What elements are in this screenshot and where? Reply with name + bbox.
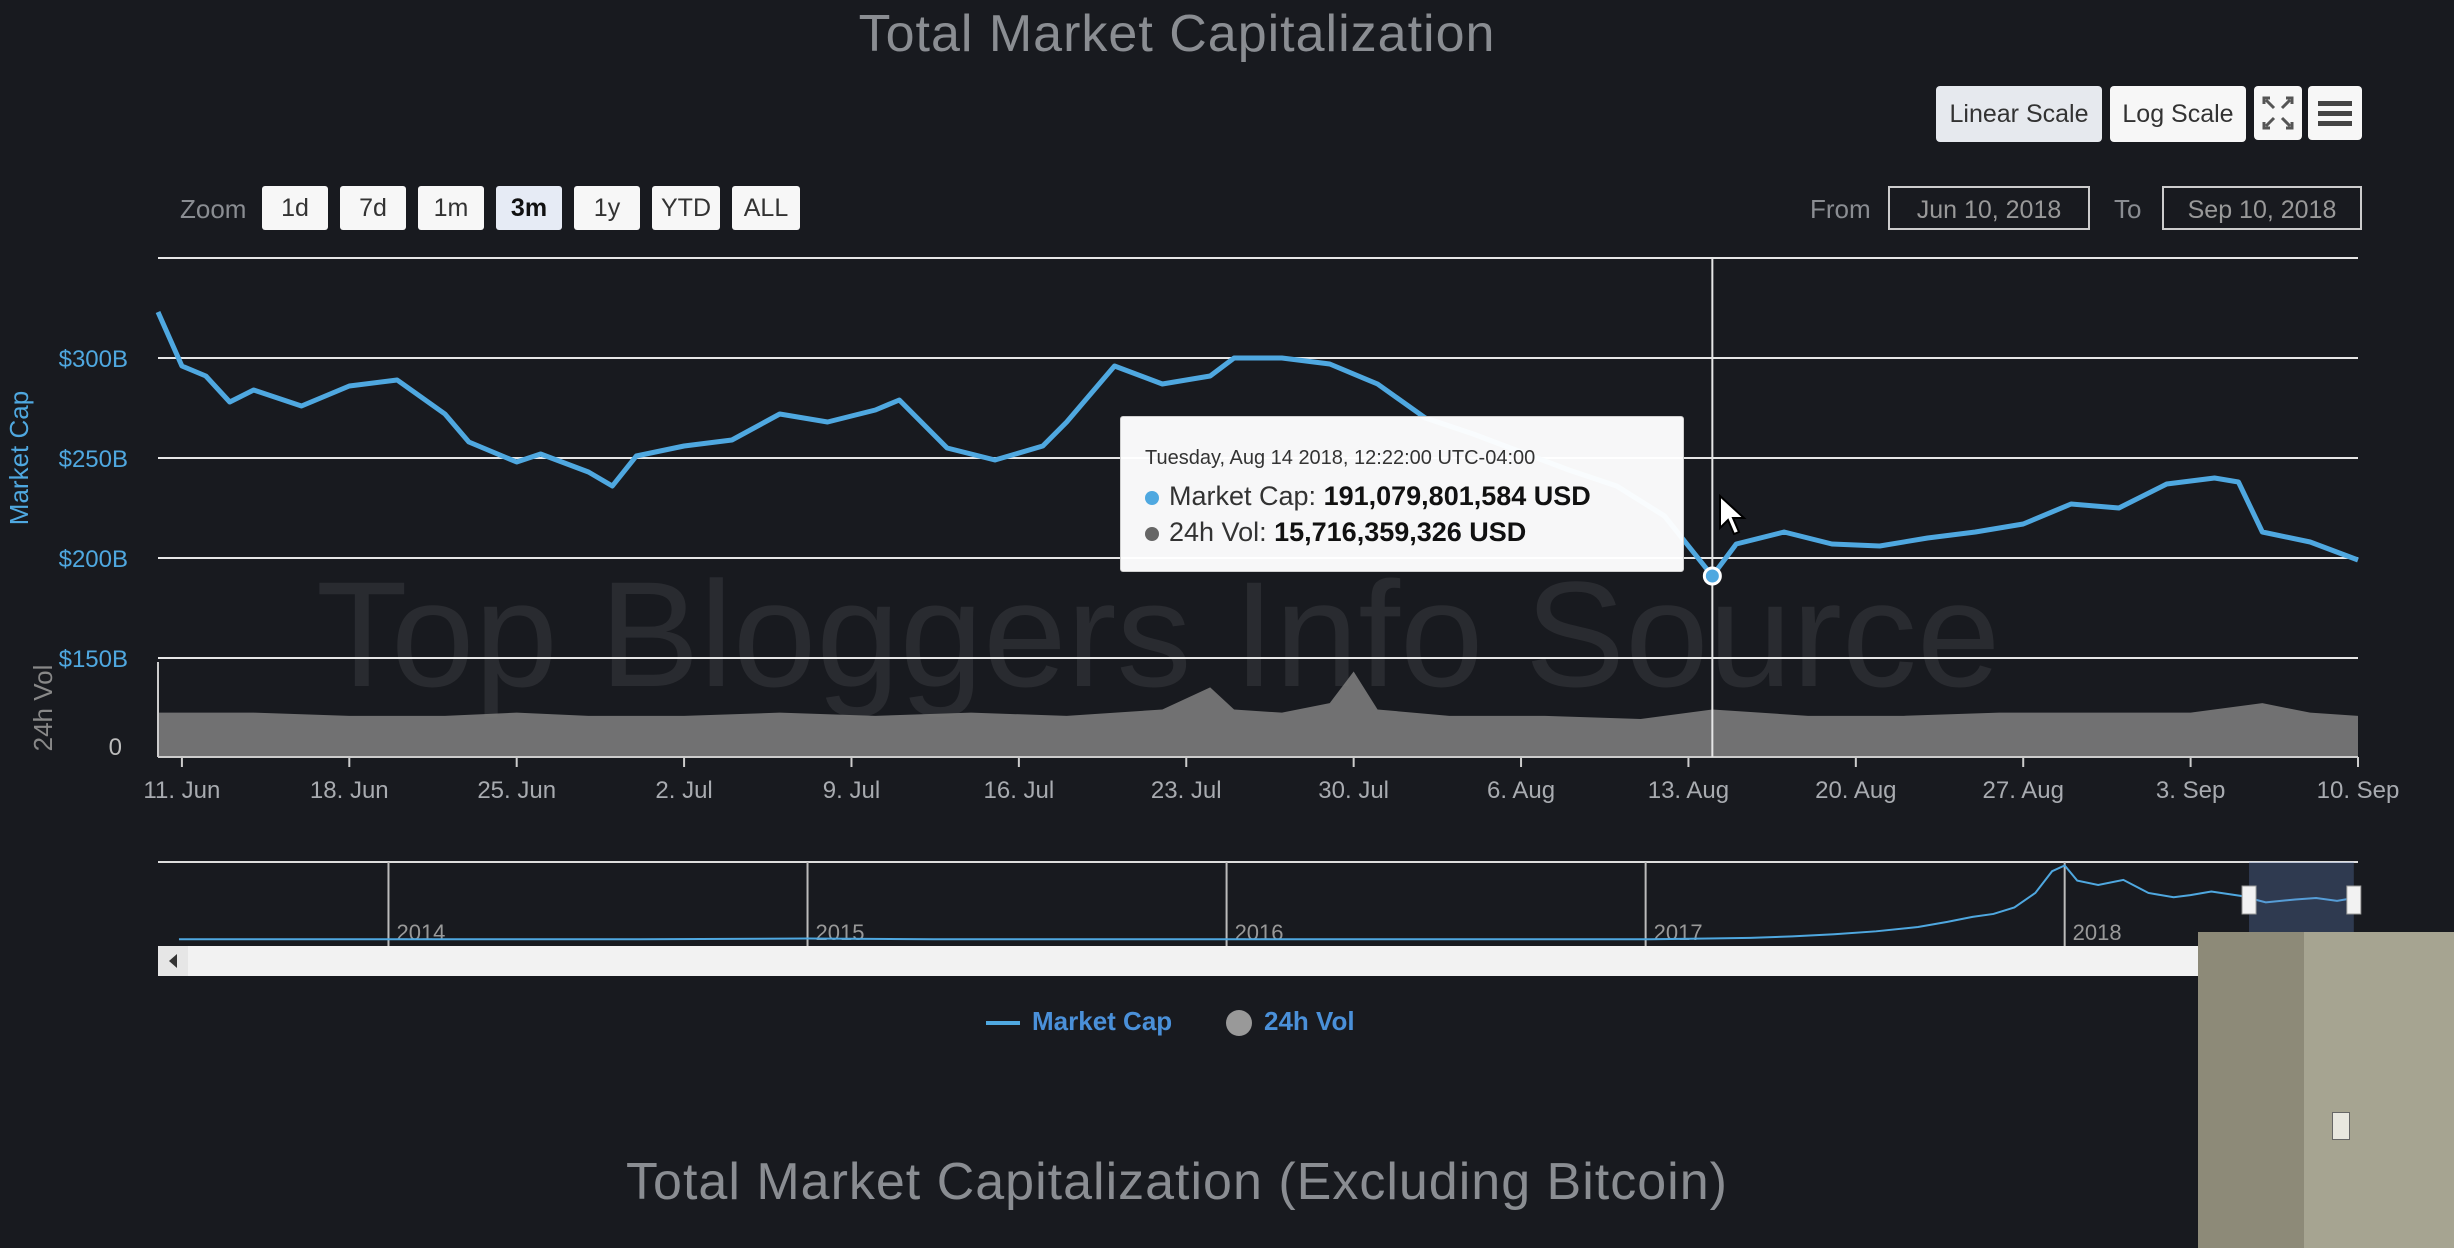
x-tick-label: 30. Jul [1318,777,1389,804]
zoom-1m-button[interactable]: 1m [418,186,484,230]
x-tick-label: 18. Jun [310,777,389,804]
navigator-handle[interactable] [2346,885,2362,915]
fullscreen-icon [2262,96,2294,130]
x-tick-label: 25. Jun [477,777,556,804]
y-tick-label: $200B [59,546,128,573]
x-tick-label: 10. Sep [2317,777,2400,804]
y-tick-label: $150B [59,646,128,673]
y-tick-label: $300B [59,346,128,373]
zoom-7d-button[interactable]: 7d [340,186,406,230]
x-tick-label: 6. Aug [1487,777,1555,804]
webcam-overlay [2198,932,2454,1248]
webcam-wall [2304,932,2454,1248]
y2-axis-title: 24h Vol [28,665,58,752]
market-cap-line [155,310,2359,579]
x-tick-label: 9. Jul [823,777,880,804]
zoom-all-button[interactable]: ALL [732,186,800,230]
hover-point [1702,566,1722,586]
zoom-1d-button[interactable]: 1d [262,186,328,230]
x-tick-label: 13. Aug [1648,777,1729,804]
fullscreen-button[interactable] [2254,86,2302,140]
light-switch [2332,1112,2350,1140]
tooltip-vol-row: 24h Vol: 15,716,359,326 USD [1145,514,1683,550]
zoom-ytd-button[interactable]: YTD [652,186,720,230]
y-axis-title: Market Cap [4,391,34,525]
navigator-handle[interactable] [2241,885,2257,915]
legend-circle-icon [1226,1010,1252,1037]
zoom-1y-button[interactable]: 1y [574,186,640,230]
tooltip-date: Tuesday, Aug 14 2018, 12:22:00 UTC-04:00 [1145,447,1536,469]
zoom-3m-button[interactable]: 3m [496,186,562,230]
to-label: To [2114,194,2142,224]
tooltip-mcap-value: 191,079,801,584 USD [1323,481,1591,511]
zoom-label: Zoom [180,194,247,224]
navigator-series [178,864,2354,941]
from-date-input[interactable]: Jun 10, 2018 [1888,186,2090,230]
legend-market-cap[interactable]: Market Cap [986,1006,1172,1037]
mcap-dot-icon [1145,490,1159,505]
y2-tick-label: 0 [109,734,122,761]
x-tick-label: 23. Jul [1151,777,1222,804]
tooltip-vol-value: 15,716,359,326 USD [1274,517,1527,547]
log-scale-button[interactable]: Log Scale [2110,86,2246,142]
x-tick-label: 20. Aug [1815,777,1896,804]
to-date-input[interactable]: Sep 10, 2018 [2162,186,2362,230]
mouse-cursor-icon [1719,494,1747,536]
tooltip-mcap-label: Market Cap: [1169,481,1317,511]
legend-vol-label: 24h Vol [1264,1006,1355,1036]
x-tick-label: 3. Sep [2156,777,2225,804]
from-label: From [1810,194,1871,224]
legend-24h-vol[interactable]: 24h Vol [1226,1006,1355,1037]
second-chart-title: Total Market Capitalization (Excluding B… [626,1153,1728,1211]
linear-scale-button[interactable]: Linear Scale [1936,86,2102,142]
x-tick-label: 11. Jun [143,777,220,804]
x-tick-label: 2. Jul [655,777,712,804]
navigator-year-label: 2016 [1235,920,1284,945]
y-tick-label: $250B [59,446,128,473]
hamburger-menu-icon [2318,101,2352,126]
navigator-year-label: 2015 [816,920,865,945]
x-tick-label: 16. Jul [984,777,1055,804]
navigator-year-label: 2014 [396,920,445,945]
x-tick-label: 27. Aug [1983,777,2064,804]
navigator-year-label: 2017 [1654,920,1703,945]
navigator-year-label: 2018 [2073,920,2122,945]
chart-menu-button[interactable] [2308,86,2362,140]
legend-market-cap-label: Market Cap [1032,1006,1173,1036]
volume-area [158,671,2358,757]
scrollbar-track[interactable] [158,946,2358,976]
scrollbar-left-arrow-icon [169,954,177,968]
vol-dot-icon [1145,526,1159,541]
tooltip-mcap-row: Market Cap: 191,079,801,584 USD [1145,478,1683,514]
tooltip-vol-label: 24h Vol: [1169,517,1267,547]
chart-title: Total Market Capitalization [858,5,1496,63]
chart-tooltip: Tuesday, Aug 14 2018, 12:22:00 UTC-04:00… [1120,416,1684,572]
legend-line-icon [986,1021,1020,1026]
market-cap-chart[interactable]: $300B $250B $200B $150B Market Cap 24h Vol 0 11… [0,0,2454,1010]
